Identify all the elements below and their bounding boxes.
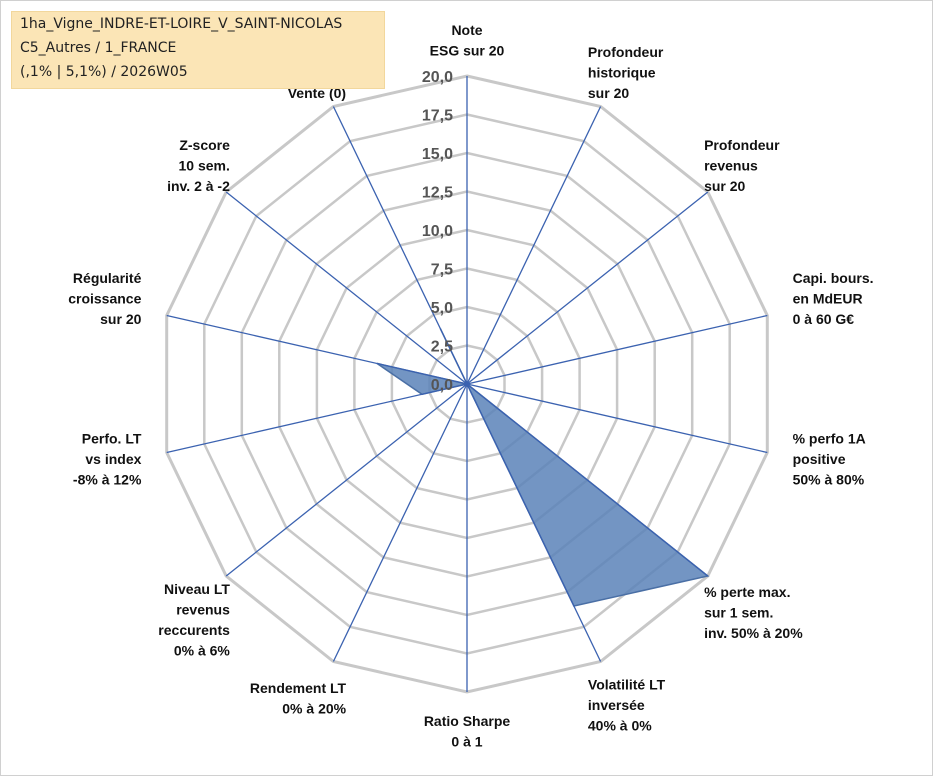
axis-label-0: Note ESG sur 20 — [430, 22, 505, 59]
axis-label-2: Profondeur revenus sur 20 — [704, 137, 780, 194]
spoke-8 — [332, 383, 468, 662]
spoke-3 — [466, 314, 768, 385]
spoke-2 — [466, 191, 709, 385]
axis-label-4: % perfo 1A positive 50% à 80% — [793, 431, 866, 488]
tick-label: 20,0 — [422, 69, 453, 86]
spoke-4 — [466, 383, 768, 454]
axis-label-10: Perfo. LT vs index -8% à 12% — [73, 431, 142, 488]
tick-label: 0,0 — [431, 377, 453, 394]
tick-label: 15,0 — [422, 146, 453, 163]
radar-spokes — [166, 76, 768, 692]
axis-label-5: % perte max. sur 1 sem. inv. 50% à 20% — [704, 584, 803, 641]
tick-label: 17,5 — [422, 108, 453, 125]
radar-tick-labels: 0,0 2,5 5,0 7,5 10,0 12,5 15,0 17,5 20,0 — [422, 69, 453, 394]
spoke-1 — [466, 106, 602, 385]
spoke-6 — [466, 383, 602, 662]
info-title: 1ha_Vigne_INDRE-ET-LOIRE_V_SAINT-NICOLAS — [20, 16, 343, 32]
spoke-10 — [166, 383, 468, 454]
spoke-5 — [466, 383, 709, 577]
axis-label-3: Capi. bours. en MdEUR 0 à 60 G€ — [793, 270, 874, 327]
info-category: C5_Autres / 1_FRANCE — [20, 40, 177, 56]
axis-label-7: Ratio Sharpe 0 à 1 — [424, 713, 511, 750]
axis-label-8: Rendement LT 0% à 20% — [250, 680, 347, 717]
axis-label-9: Niveau LT revenus reccurents 0% à 6% — [158, 581, 230, 659]
info-period: (,1% | 5,1%) / 2026W05 — [20, 64, 188, 80]
info-box: 1ha_Vigne_INDRE-ET-LOIRE_V_SAINT-NICOLAS… — [11, 11, 385, 89]
spoke-12 — [225, 191, 468, 385]
axis-label-12: Z-score 10 sem. inv. 2 à -2 — [167, 137, 230, 194]
spoke-13 — [332, 106, 468, 385]
radar-axis-labels: Note ESG sur 20 Profondeur historique sur 20… — [68, 22, 873, 750]
spoke-11 — [166, 314, 468, 385]
axis-label-11: Régularité croissance sur 20 — [68, 270, 141, 327]
tick-label: 12,5 — [422, 185, 453, 202]
tick-label: 5,0 — [431, 300, 453, 317]
axis-label-6: Volatilité LT inversée 40% à 0% — [588, 677, 666, 734]
tick-label: 2,5 — [431, 339, 453, 356]
tick-label: 10,0 — [422, 223, 453, 240]
tick-label: 7,5 — [431, 262, 453, 279]
spoke-9 — [225, 383, 468, 577]
axis-label-1: Profondeur historique sur 20 — [588, 44, 664, 101]
